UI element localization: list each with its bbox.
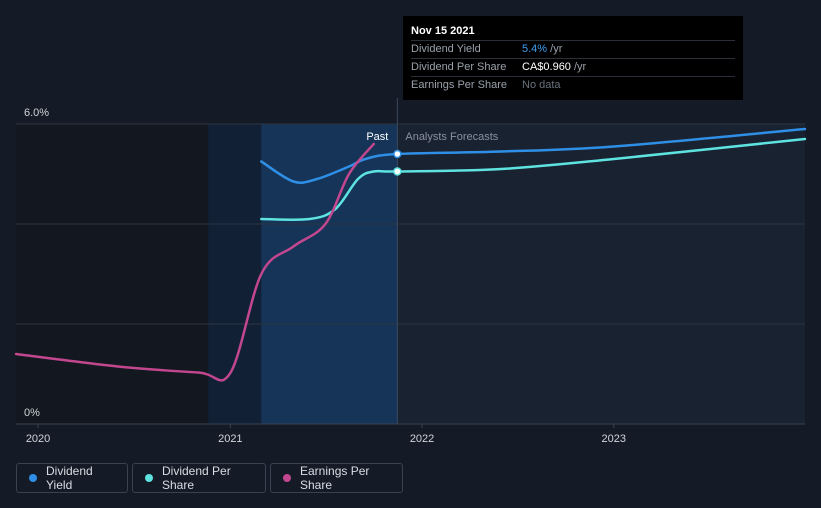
past-label: Past <box>366 131 388 143</box>
legend-dot-icon <box>283 474 291 482</box>
legend-label: Dividend Per Share <box>162 464 231 492</box>
x-tick-label-2021: 2021 <box>218 433 242 445</box>
pre-history-band <box>16 124 209 424</box>
tooltip-label: Earnings Per Share <box>411 79 507 91</box>
legend-label: Dividend Yield <box>46 464 93 492</box>
tooltip-value: No data <box>522 79 561 91</box>
y-tick-label-top: 6.0% <box>24 107 49 119</box>
x-tick-label-2022: 2022 <box>410 433 434 445</box>
past-highlight-band <box>261 124 398 424</box>
legend-item-earnings-per-share[interactable]: Earnings Per Share <box>270 463 403 493</box>
forecast-band <box>397 124 805 424</box>
tooltip-unit: /yr <box>547 43 563 55</box>
series-line-dividend-per-share <box>260 137 807 221</box>
legend-dot-icon <box>29 474 37 482</box>
tooltip-value: CA$0.960 <box>522 61 571 73</box>
series-line-dividend-yield <box>260 127 807 184</box>
legend-label: Earnings Per Share <box>300 464 370 492</box>
legend-item-dividend-per-share[interactable]: Dividend Per Share <box>132 463 266 493</box>
hover-marker-dividend-per-share <box>393 167 402 176</box>
tooltip-row-dividend-per-share: Dividend Per Share CA$0.960 /yr <box>411 58 735 76</box>
tooltip-label: Dividend Yield <box>411 43 481 55</box>
x-tick-label-2020: 2020 <box>26 433 50 445</box>
tooltip-row-earnings-per-share: Earnings Per Share No data <box>411 76 735 94</box>
hover-marker-dividend-yield <box>393 149 402 159</box>
legend-item-dividend-yield[interactable]: Dividend Yield <box>16 463 128 493</box>
tooltip-unit: /yr <box>570 61 587 73</box>
x-tick-label-2023: 2023 <box>602 433 626 445</box>
forecast-label: Analysts Forecasts <box>405 131 498 143</box>
tooltip-date: Nov 15 2021 <box>411 25 475 37</box>
tooltip-row-dividend-yield: Dividend Yield 5.4% /yr <box>411 40 735 58</box>
series-line-earnings-per-share <box>14 142 375 382</box>
tooltip-label: Dividend Per Share <box>411 61 507 73</box>
legend-dot-icon <box>145 474 153 482</box>
y-tick-label-bottom: 0% <box>24 407 40 419</box>
tooltip-value: 5.4% <box>522 43 548 55</box>
tooltip: Nov 15 2021 Dividend Yield 5.4% /yr Divi… <box>403 16 743 100</box>
chart-area: 6.0% 0% 2020 2021 2022 2023 Past Analysts Forec… <box>14 98 807 445</box>
